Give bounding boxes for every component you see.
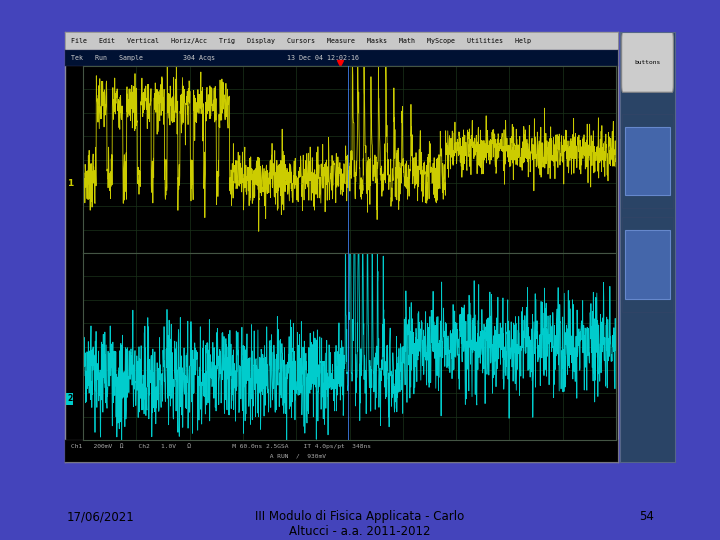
Text: III Modulo di Fisica Applicata - Carlo
Altucci - a.a. 2011-2012: III Modulo di Fisica Applicata - Carlo A… — [256, 510, 464, 538]
FancyBboxPatch shape — [622, 114, 672, 208]
Text: A RUN  /  930mV: A RUN / 930mV — [71, 454, 325, 459]
FancyBboxPatch shape — [625, 230, 670, 299]
FancyBboxPatch shape — [621, 32, 673, 92]
Text: 54: 54 — [639, 510, 654, 523]
FancyBboxPatch shape — [625, 126, 670, 195]
Text: buttons: buttons — [634, 59, 661, 65]
FancyBboxPatch shape — [622, 217, 672, 312]
Text: 1: 1 — [66, 179, 73, 188]
Text: 17/06/2021: 17/06/2021 — [66, 510, 134, 523]
Text: Tek   Run   Sample          304 Acqs                  13 Dec 04 12:02:16: Tek Run Sample 304 Acqs 13 Dec 04 12:02:… — [71, 55, 359, 61]
Text: 2: 2 — [67, 394, 72, 403]
Text: Ch1   200mV  Ω    Ch2   1.0V   Ω           M 60.0ns 2.5GSA    IT 4.0ps/pt  348ns: Ch1 200mV Ω Ch2 1.0V Ω M 60.0ns 2.5GSA I… — [71, 443, 371, 449]
Text: File   Edit   Vertical   Horiz/Acc   Trig   Display   Cursors   Measure   Masks : File Edit Vertical Horiz/Acc Trig Displa… — [71, 38, 531, 44]
